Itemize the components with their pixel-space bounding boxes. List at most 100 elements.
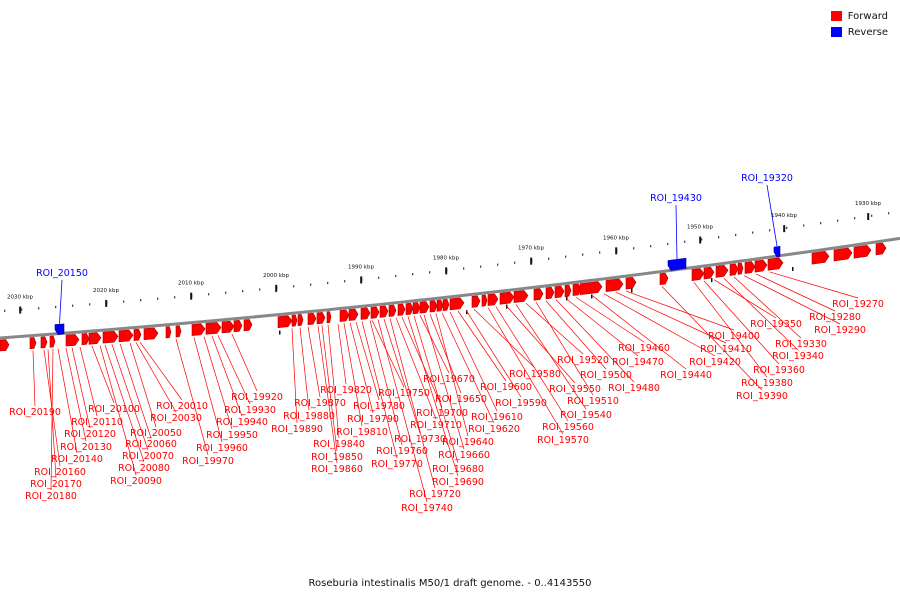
forward-gene-label: ROI_19590 — [495, 398, 547, 409]
forward-gene — [40, 336, 48, 349]
forward-gene — [554, 285, 565, 299]
forward-leader-line — [465, 309, 522, 398]
legend-reverse: Reverse — [830, 24, 888, 40]
forward-leader-line — [435, 313, 469, 437]
genome-caption: Roseburia intestinalis M50/1 draft genom… — [308, 578, 592, 589]
forward-leader-line — [429, 313, 462, 394]
major-tick — [19, 306, 22, 314]
forward-gene-label: ROI_20060 — [125, 439, 177, 450]
forward-gene — [370, 306, 380, 319]
forward-gene — [88, 332, 102, 345]
forward-gene-label: ROI_20090 — [110, 476, 162, 487]
forward-leader-line — [535, 301, 594, 396]
forward-gene-label: ROI_19380 — [741, 378, 793, 389]
minor-tick — [667, 242, 669, 246]
scale-tick-label: 2010 kbp — [178, 281, 204, 287]
forward-gene — [449, 297, 465, 311]
major-tick — [360, 276, 363, 284]
forward-leader-line — [457, 310, 507, 382]
forward-leader-line — [343, 323, 363, 427]
forward-gene-label: ROI_19690 — [432, 477, 484, 488]
forward-gene-label: ROI_19600 — [480, 382, 532, 393]
major-tick — [275, 284, 278, 292]
forward-leader-line — [473, 308, 536, 369]
forward-gene-label: ROI_19850 — [311, 452, 363, 463]
forward-gene-label: ROI_19920 — [231, 392, 283, 403]
major-tick — [445, 267, 448, 275]
forward-leader-line — [693, 282, 768, 378]
forward-leader-line — [591, 295, 687, 370]
forward-gene-label: ROI_19270 — [832, 299, 884, 310]
minor-tick — [293, 285, 295, 288]
forward-leader-line — [217, 335, 251, 405]
forward-leader-line — [615, 292, 727, 344]
forward-leader-line — [104, 344, 145, 463]
reverse-gene — [667, 257, 687, 271]
forward-gene — [49, 335, 56, 348]
minor-tick — [752, 231, 754, 234]
forward-leader-line — [703, 280, 780, 365]
forward-gene-label: ROI_20120 — [64, 429, 116, 440]
forward-leader-line — [407, 316, 459, 477]
forward-gene-label: ROI_19500 — [580, 370, 632, 381]
track-marker — [466, 310, 468, 315]
forward-leader-line — [377, 319, 428, 503]
forward-leader-line — [723, 278, 799, 351]
minor-tick — [412, 273, 414, 276]
legend-reverse-label: Reverse — [847, 26, 888, 38]
forward-gene-label: ROI_20030 — [150, 413, 202, 424]
minor-tick — [140, 299, 142, 302]
minor-tick — [72, 304, 74, 307]
forward-leader-line — [505, 305, 576, 384]
forward-gene — [339, 309, 350, 322]
reverse-leader-line — [766, 184, 778, 247]
forward-gene — [533, 288, 544, 301]
forward-gene-label: ROI_19660 — [438, 450, 490, 461]
minor-tick — [582, 253, 584, 256]
major-tick — [867, 213, 870, 221]
forward-gene — [579, 281, 603, 296]
strand-legend: Forward Reverse — [830, 8, 888, 40]
forward-leader-line — [129, 342, 157, 428]
forward-gene-label: ROI_19770 — [371, 459, 423, 470]
forward-gene-label: ROI_19640 — [442, 437, 494, 448]
forward-leader-line — [525, 302, 584, 355]
forward-gene-label: ROI_19570 — [537, 435, 589, 446]
forward-gene — [205, 322, 222, 335]
forward-gene-label: ROI_20080 — [118, 463, 170, 474]
forward-gene-label: ROI_19470 — [612, 357, 664, 368]
forward-gene — [744, 261, 756, 274]
forward-gene — [715, 264, 729, 278]
forward-leader-line — [449, 311, 498, 412]
forward-leader-line — [755, 273, 836, 312]
minor-tick — [378, 276, 380, 279]
forward-gene — [564, 284, 572, 297]
forward-gene-label: ROI_19340 — [772, 351, 824, 362]
forward-gene-label: ROI_20140 — [51, 454, 103, 465]
forward-gene-label: ROI_19560 — [542, 422, 594, 433]
forward-gene — [388, 304, 397, 317]
minor-tick — [599, 251, 601, 254]
scale-tick-label: 2020 kbp — [93, 288, 119, 294]
scale-tick-label: 2000 kbp — [263, 273, 289, 279]
forward-gene-label: ROI_19940 — [216, 417, 268, 428]
minor-tick — [735, 233, 737, 237]
forward-leader-line — [193, 337, 223, 443]
legend-forward: Forward — [830, 8, 888, 24]
forward-leader-line — [317, 325, 338, 464]
forward-gene-label: ROI_19510 — [567, 396, 619, 407]
minor-tick — [157, 297, 159, 300]
forward-gene — [833, 247, 853, 262]
forward-leader-line — [361, 321, 398, 459]
forward-leader-line — [555, 299, 635, 383]
scale-tick-label: 1960 kbp — [603, 235, 629, 241]
forward-leader-line — [175, 338, 209, 456]
forward-leader-line — [545, 300, 607, 370]
forward-gene — [405, 302, 414, 316]
forward-gene-label: ROI_19970 — [182, 456, 234, 467]
forward-gene — [513, 290, 529, 303]
forward-gene-label: ROI_19950 — [206, 430, 258, 441]
forward-gene-label: ROI_20050 — [130, 428, 182, 439]
forward-gene-label: ROI_19650 — [435, 394, 487, 405]
forward-gene-label: ROI_19790 — [347, 414, 399, 425]
